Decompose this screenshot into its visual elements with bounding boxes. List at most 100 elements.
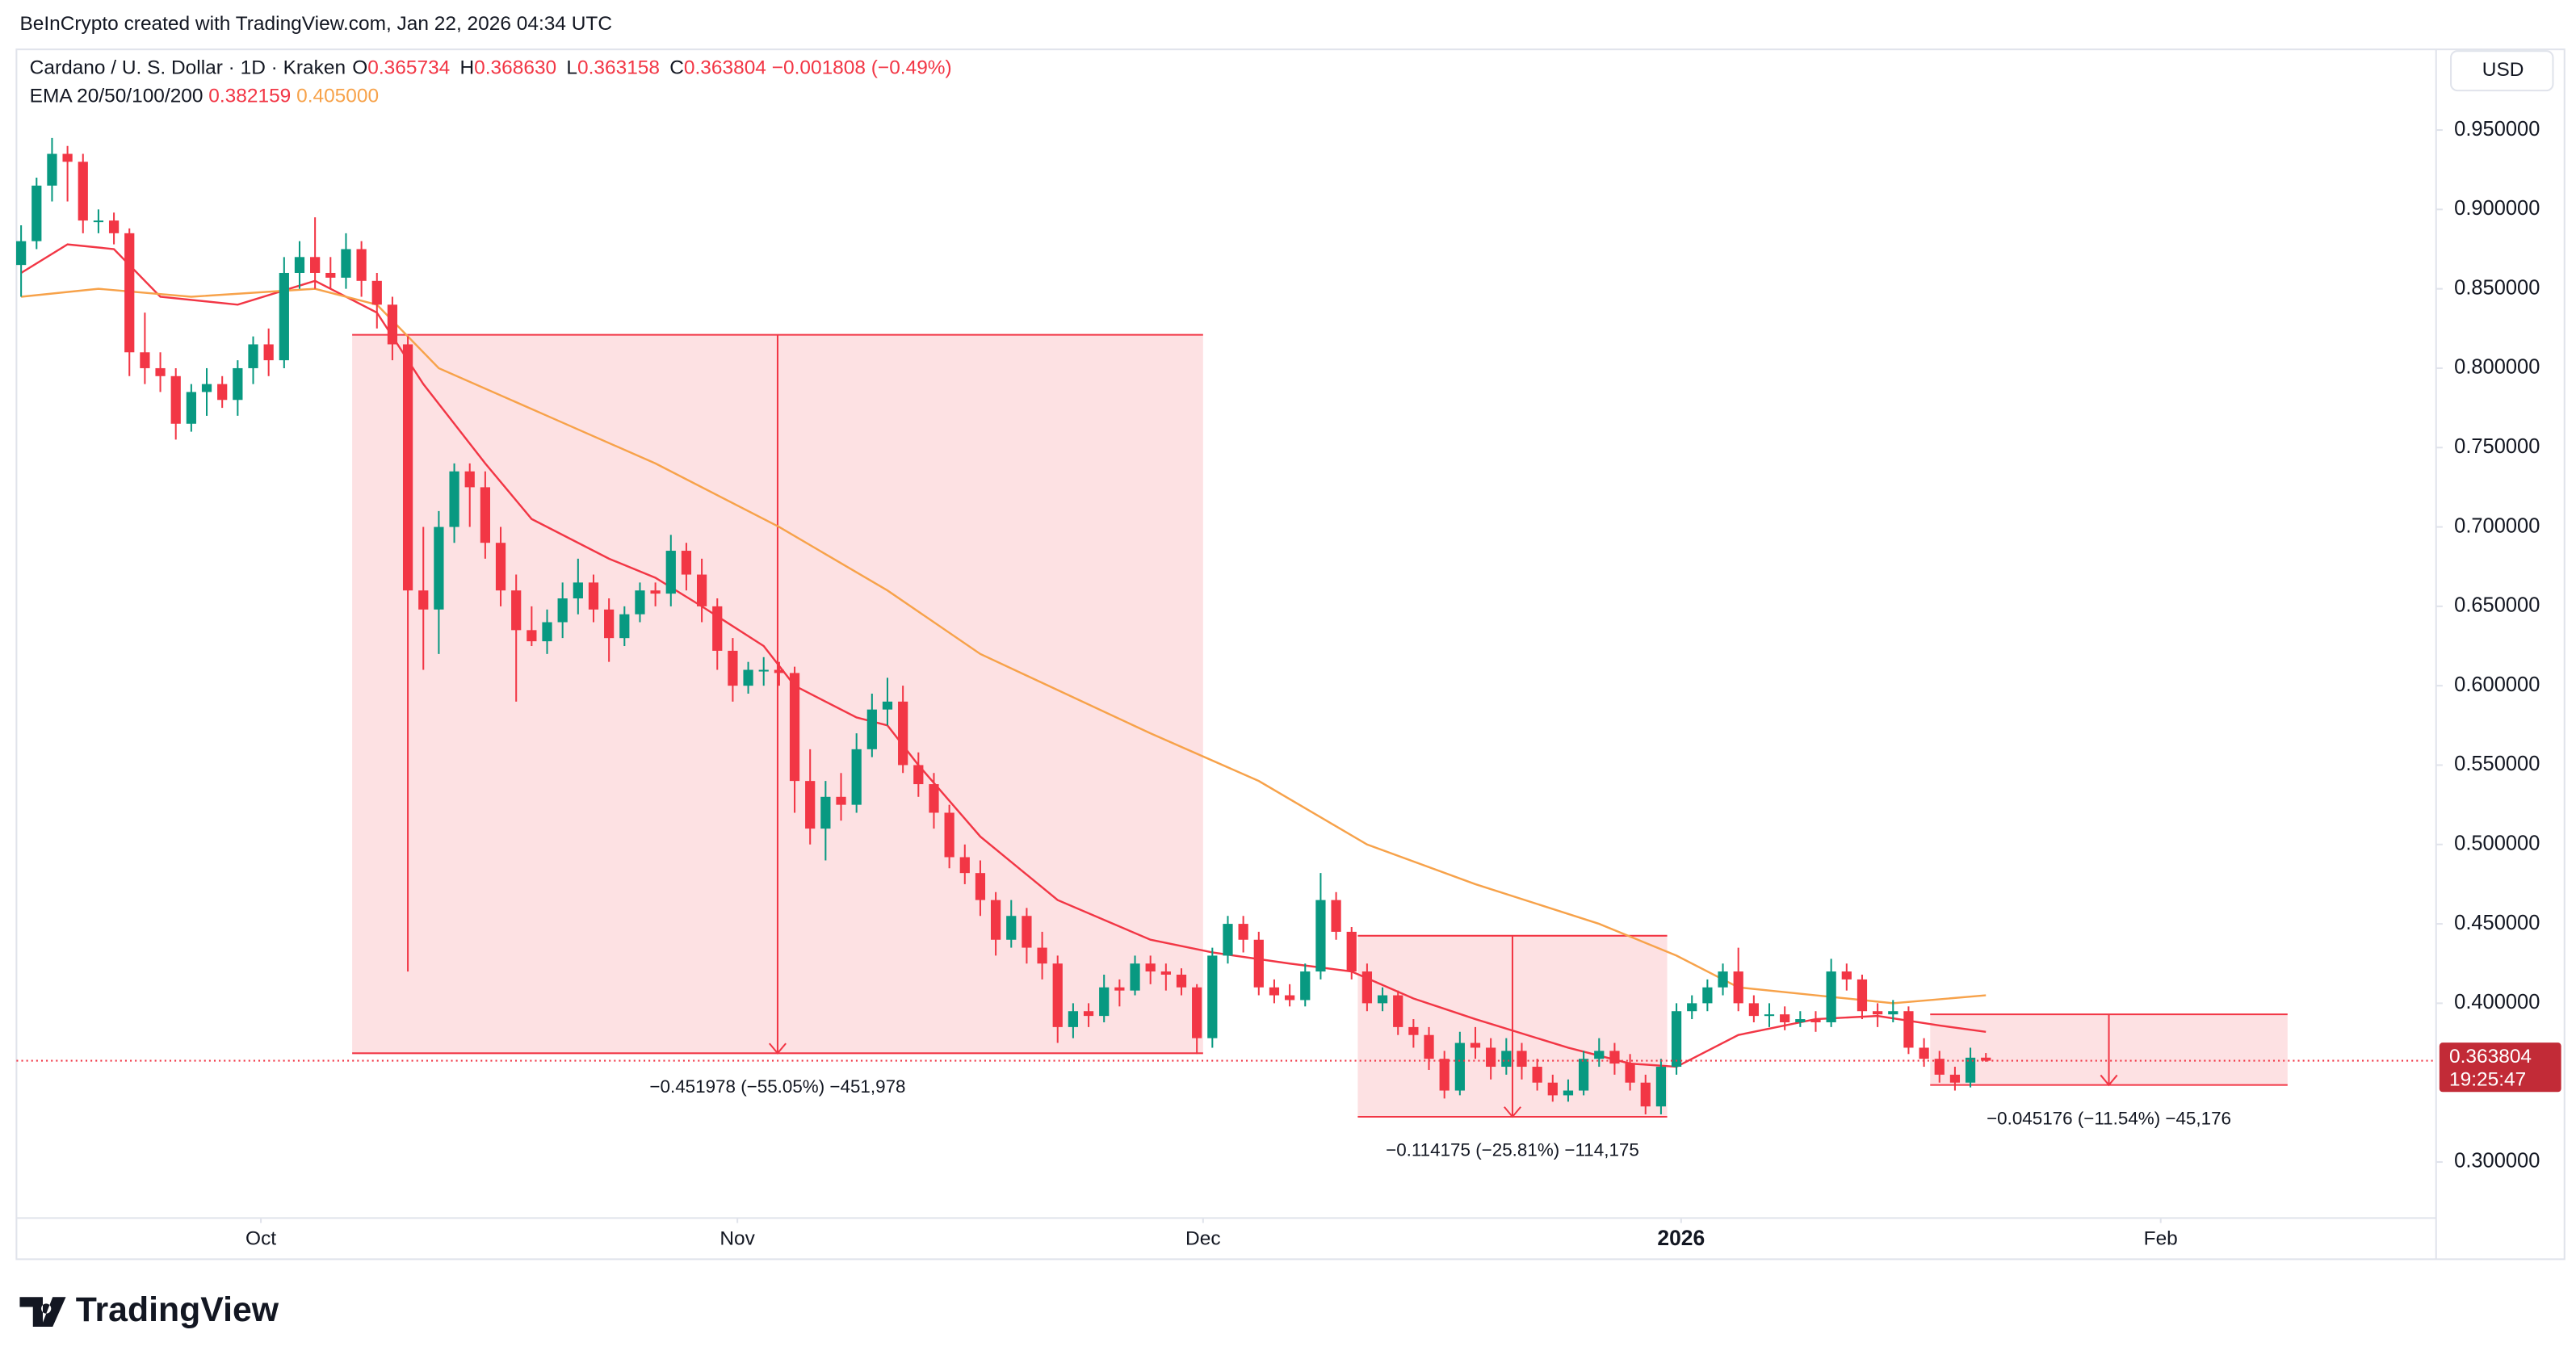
candle-body bbox=[1454, 1042, 1465, 1091]
candle-body bbox=[975, 873, 986, 900]
candle-body bbox=[1393, 995, 1403, 1027]
candle-body bbox=[449, 471, 459, 527]
candle-body bbox=[1470, 1042, 1481, 1048]
y-tick-label: 0.800000 bbox=[2454, 356, 2540, 379]
candle-body bbox=[696, 574, 707, 606]
candle-body bbox=[1377, 995, 1388, 1004]
header: BeInCrypto created with TradingView.com,… bbox=[19, 13, 612, 35]
y-tick-label: 0.850000 bbox=[2454, 276, 2540, 299]
y-tick-label: 0.550000 bbox=[2454, 753, 2540, 775]
candle-body bbox=[929, 784, 939, 813]
candle-body bbox=[1176, 975, 1187, 988]
quote-value: 0.363804 bbox=[684, 57, 766, 79]
candle-body bbox=[201, 384, 212, 392]
candle-body bbox=[371, 280, 382, 305]
candle-body bbox=[573, 582, 583, 599]
candle-body bbox=[712, 606, 723, 651]
ema-line bbox=[21, 287, 1987, 1005]
candle-body bbox=[1006, 916, 1017, 940]
candle-body bbox=[1099, 987, 1110, 1017]
candle-body bbox=[108, 220, 120, 233]
x-tick-label: Feb bbox=[2144, 1227, 2178, 1249]
x-tick-label: 2026 bbox=[1657, 1226, 1705, 1250]
candle-body bbox=[1408, 1026, 1419, 1035]
candle-body bbox=[635, 590, 645, 615]
candle-body bbox=[248, 344, 258, 368]
candle-body bbox=[233, 367, 243, 401]
candle-body bbox=[325, 272, 336, 278]
candle-body bbox=[1856, 979, 1868, 1012]
candle-body bbox=[1022, 916, 1032, 948]
candle-body bbox=[464, 471, 475, 488]
y-tick-label: 0.950000 bbox=[2454, 118, 2540, 141]
candle-body bbox=[866, 709, 877, 749]
candle-body bbox=[1780, 1014, 1790, 1022]
candle-body bbox=[805, 781, 816, 829]
candle-body bbox=[1501, 1051, 1512, 1068]
candle-body bbox=[1981, 1057, 1991, 1061]
y-tick-label: 0.600000 bbox=[2454, 673, 2540, 696]
candle-body bbox=[31, 185, 42, 241]
candle-body bbox=[387, 304, 398, 345]
candle-body bbox=[418, 590, 429, 610]
candle-body bbox=[1795, 1019, 1806, 1022]
candle-body bbox=[1052, 963, 1063, 1027]
candle-body bbox=[170, 375, 181, 424]
candle-body bbox=[1517, 1051, 1527, 1068]
y-tick-label: 0.900000 bbox=[2454, 197, 2540, 220]
candle-body bbox=[356, 249, 367, 281]
candle-body bbox=[294, 257, 305, 273]
indicator: EMA 20/50/100/200 bbox=[30, 86, 203, 107]
candle-body bbox=[1083, 1011, 1094, 1017]
candle-body bbox=[480, 487, 490, 543]
candle-body bbox=[62, 153, 73, 162]
candle-body bbox=[1934, 1059, 1945, 1075]
candle-body bbox=[1300, 971, 1311, 1001]
candle-body bbox=[1486, 1047, 1496, 1068]
candle-body bbox=[1919, 1047, 1929, 1059]
candle-body bbox=[557, 598, 568, 623]
candle-body bbox=[341, 249, 351, 278]
candle-body bbox=[16, 241, 27, 266]
candle-body bbox=[1253, 939, 1264, 988]
quote-key: C bbox=[669, 57, 684, 79]
candle-body bbox=[650, 590, 661, 594]
candle-body bbox=[495, 543, 506, 591]
price-tag bbox=[2439, 1042, 2561, 1093]
candle-body bbox=[1687, 1003, 1697, 1012]
change: −0.001808 (−0.49%) bbox=[772, 57, 952, 79]
candle-body bbox=[588, 582, 599, 610]
currency[interactable]: USD bbox=[2482, 59, 2524, 81]
candle-body bbox=[665, 551, 676, 594]
y-tick-label: 0.300000 bbox=[2454, 1150, 2540, 1173]
candle-body bbox=[1547, 1082, 1558, 1096]
candle-body bbox=[402, 344, 413, 591]
quote-value: 0.363158 bbox=[577, 57, 660, 79]
candle-body bbox=[1965, 1057, 1976, 1083]
candle-body bbox=[1733, 971, 1743, 1004]
price-tag-value: 0.363804 bbox=[2449, 1046, 2532, 1068]
candle-body bbox=[604, 609, 615, 639]
candle-body bbox=[1192, 987, 1202, 1038]
candle-body bbox=[1114, 987, 1125, 991]
candle-body bbox=[1439, 1059, 1450, 1091]
candle-body bbox=[217, 384, 228, 401]
candle-body bbox=[1331, 900, 1341, 932]
candle-body bbox=[1579, 1059, 1589, 1091]
candle-body bbox=[1068, 1011, 1079, 1027]
candle-body bbox=[1841, 971, 1852, 980]
candle-body bbox=[820, 796, 831, 829]
quote-value: 0.368630 bbox=[474, 57, 556, 79]
candle-body bbox=[789, 673, 800, 782]
candle-body bbox=[898, 701, 908, 766]
candle-body bbox=[743, 669, 753, 686]
currency-button[interactable] bbox=[2450, 50, 2554, 92]
quote-key: L bbox=[566, 57, 577, 79]
candle-body bbox=[155, 367, 166, 376]
chart-frame bbox=[15, 48, 2566, 1261]
candle-body bbox=[78, 162, 88, 221]
y-tick-label: 0.450000 bbox=[2454, 912, 2540, 934]
candle-body bbox=[140, 352, 150, 368]
